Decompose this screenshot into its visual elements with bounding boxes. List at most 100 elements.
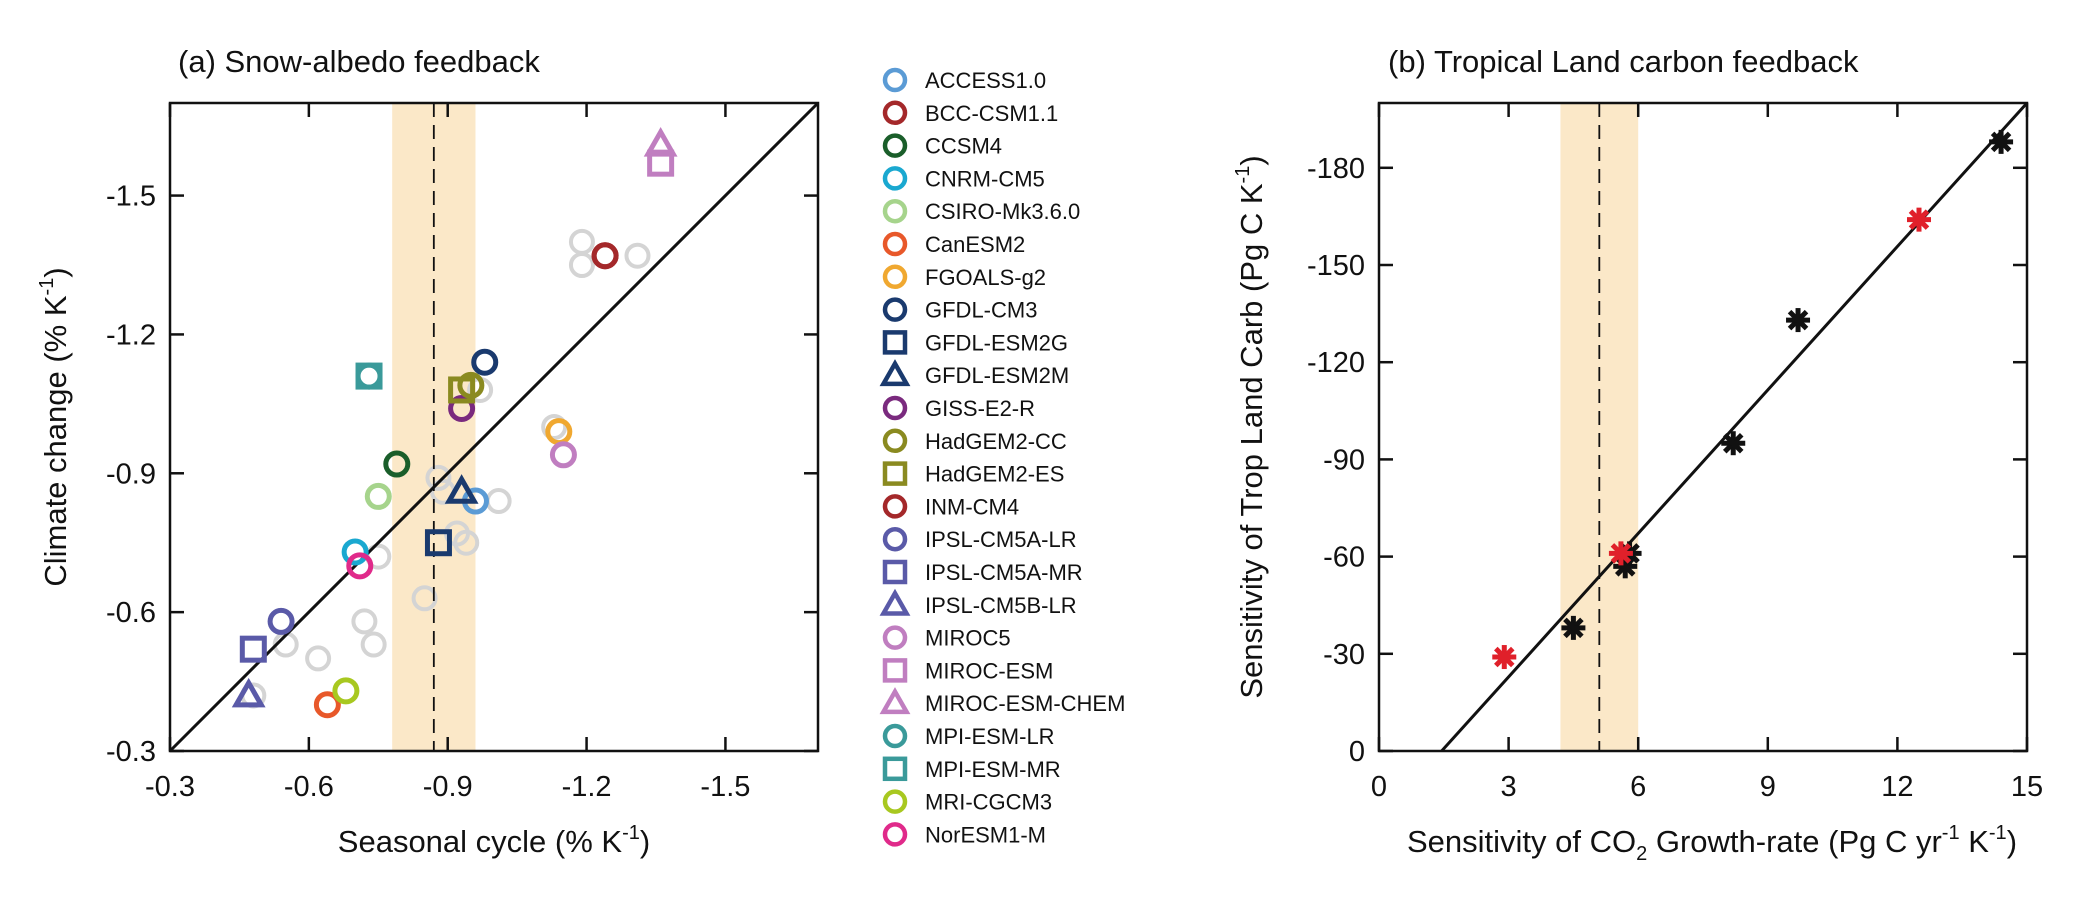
panel-b-x-ticks: 0 3 6 9 12 15 — [1371, 103, 2043, 803]
legend-marker — [882, 756, 908, 782]
panel-b-y-tick-label: -30 — [1323, 639, 1365, 671]
legend-marker — [882, 395, 908, 421]
panel-a-x-tick-label: -1.2 — [562, 771, 612, 803]
panel-b-point — [1907, 207, 1931, 232]
panel-b-x-tick-label: 12 — [1881, 771, 1913, 803]
panel-a-model-point — [267, 607, 295, 635]
legend-label: GISS-E2-R — [925, 396, 1035, 421]
panel-b-ylabel-end: ) — [1234, 155, 1269, 165]
legend-label: BCC-CSM1.1 — [925, 101, 1058, 126]
panel-b-xlabel-pre: Sensitivity of CO — [1407, 824, 1636, 859]
panel-a-y-tick-label: -1.5 — [106, 181, 156, 213]
panel-a-ylabel-end: ) — [38, 267, 73, 277]
panel-b: (b) Tropical Land carbon feedback 0 3 6 9 12… — [1232, 44, 2043, 865]
panel-b-xlabel-sup2: -1 — [1989, 822, 2007, 844]
panel-a-y-tick-label: -0.6 — [106, 597, 156, 629]
legend-marker — [882, 297, 908, 322]
panel-b-point — [1989, 129, 2014, 154]
legend-item: MIROC-ESM — [882, 658, 1053, 683]
panel-a-model-point — [383, 450, 411, 478]
legend-label: CSIRO-Mk3.6.0 — [925, 199, 1080, 224]
legend-label: HadGEM2-CC — [925, 429, 1067, 454]
panel-b-y-tick-label: -180 — [1307, 153, 1365, 185]
panel-b-point — [1608, 541, 1633, 566]
legend-label: HadGEM2-ES — [925, 462, 1064, 487]
legend-item: CCSM4 — [882, 133, 1002, 159]
panel-a-other-point — [425, 464, 452, 491]
panel-a-model-point — [332, 677, 360, 705]
legend-item: GISS-E2-R — [882, 395, 1035, 421]
legend-label: ACCESS1.0 — [925, 68, 1046, 93]
panel-a-other-point — [453, 529, 480, 556]
panel-a-model-point — [444, 474, 479, 504]
legend-marker — [882, 723, 908, 749]
panel-a: (a) Snow-albedo feedback -0.3 -0.6 -0.9 -1.… — [36, 44, 820, 859]
panel-b-x-tick-label: 3 — [1501, 771, 1517, 803]
legend-label: GFDL-ESM2M — [925, 363, 1069, 388]
panel-a-y-tick-label: -0.9 — [106, 458, 156, 490]
legend: ACCESS1.0 BCC-CSM1.1 CCSM4 CNRM-CM5 CSIRO-Mk… — [879, 67, 1125, 847]
legend-item: GFDL-ESM2G — [882, 330, 1068, 355]
legend-item: CanESM2 — [882, 231, 1025, 257]
legend-marker — [882, 133, 908, 158]
legend-item: NorESM1-M — [882, 822, 1046, 847]
legend-item: IPSL-CM5A-MR — [882, 559, 1083, 585]
legend-marker — [882, 198, 908, 224]
panel-b-xlabel-sub: 2 — [1636, 843, 1647, 865]
legend-label: GFDL-CM3 — [925, 298, 1037, 323]
legend-item: GFDL-ESM2M — [879, 359, 1069, 388]
panel-a-other-point — [568, 228, 595, 255]
legend-label: MPI-ESM-LR — [925, 724, 1055, 749]
legend-label: IPSL-CM5B-LR — [925, 593, 1077, 618]
legend-label: CCSM4 — [925, 134, 1002, 159]
panel-a-xlabel-main: Seasonal cycle (% K — [338, 824, 623, 859]
legend-marker — [882, 658, 908, 683]
panel-b-point — [1561, 615, 1586, 640]
panel-b-title: (b) Tropical Land carbon feedback — [1388, 44, 1859, 79]
legend-label: IPSL-CM5A-MR — [925, 560, 1083, 585]
legend-item: HadGEM2-ES — [882, 461, 1064, 487]
legend-marker — [882, 625, 908, 650]
panel-a-frame — [168, 101, 820, 753]
panel-a-other-point — [305, 645, 332, 672]
legend-item: ACCESS1.0 — [882, 67, 1046, 93]
panel-a-x-tick-label: -0.6 — [284, 771, 334, 803]
panel-a-ylabel: Climate change (% K-1) — [36, 267, 73, 586]
panel-a-x-tick-label: -1.5 — [700, 771, 750, 803]
panel-a-other-point — [624, 242, 651, 269]
legend-item: MPI-ESM-LR — [882, 723, 1055, 749]
panel-a-other-point — [351, 608, 378, 635]
panel-a-xlabel-end: ) — [640, 824, 650, 859]
panel-a-model-point — [341, 538, 369, 566]
legend-marker — [882, 231, 908, 257]
panel-a-x-tick-label: -0.3 — [145, 771, 195, 803]
panel-a-model-point — [471, 348, 499, 376]
legend-marker — [882, 526, 908, 552]
legend-marker — [882, 67, 908, 93]
panel-a-ylabel-main: Climate change (% K — [38, 295, 73, 587]
panel-b-ylabel: Sensitivity of Trop Land Carb (Pg C K-1) — [1232, 155, 1269, 698]
panel-b-xlabel-end: ) — [2007, 824, 2017, 859]
panel-a-model-point — [448, 376, 476, 404]
panel-a-model-point — [231, 677, 266, 708]
legend-marker — [882, 461, 908, 486]
panel-a-model-point — [448, 394, 476, 422]
panel-b-x-tick-label: 6 — [1630, 771, 1646, 803]
panel-b-points — [1492, 129, 2014, 670]
panel-b-point — [1492, 645, 1517, 670]
panel-b-y-tick-label: 0 — [1349, 736, 1365, 768]
legend-label: MIROC-ESM-CHEM — [925, 691, 1125, 716]
panel-b-y-tick-label: -90 — [1323, 444, 1365, 476]
panel-a-y-tick-label: -1.2 — [106, 319, 156, 351]
legend-item: IPSL-CM5B-LR — [879, 588, 1077, 618]
panel-a-model-point — [545, 418, 573, 446]
legend-marker — [882, 494, 908, 519]
legend-item: BCC-CSM1.1 — [882, 100, 1058, 126]
legend-item: CSIRO-Mk3.6.0 — [882, 198, 1080, 224]
panel-a-other-point — [541, 414, 568, 440]
legend-label: NorESM1-M — [925, 822, 1046, 847]
legend-label: CanESM2 — [925, 232, 1025, 257]
panel-b-regression-line — [1440, 101, 2029, 753]
panel-b-x-tick-label: 9 — [1760, 771, 1776, 803]
legend-label: IPSL-CM5A-LR — [925, 527, 1077, 552]
